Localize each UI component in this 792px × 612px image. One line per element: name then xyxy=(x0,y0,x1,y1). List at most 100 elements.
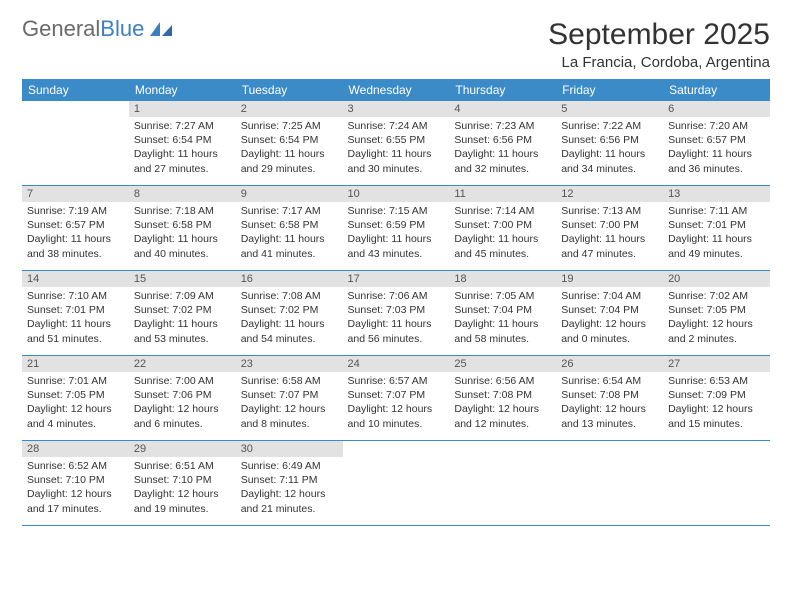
daylight-text: Daylight: 12 hours xyxy=(134,487,231,501)
day-number: 18 xyxy=(449,271,556,287)
sunset-text: Sunset: 6:54 PM xyxy=(241,133,338,147)
logo-sail-icon xyxy=(148,20,174,38)
col-sunday: Sunday xyxy=(22,79,129,101)
sunset-text: Sunset: 7:08 PM xyxy=(454,388,551,402)
col-monday: Monday xyxy=(129,79,236,101)
day-number: 26 xyxy=(556,356,663,372)
daylight-text: Daylight: 12 hours xyxy=(241,402,338,416)
calendar-cell: .. xyxy=(343,441,450,526)
sunset-text: Sunset: 7:05 PM xyxy=(668,303,765,317)
sunrise-text: Sunrise: 6:52 AM xyxy=(27,459,124,473)
sunset-text: Sunset: 6:59 PM xyxy=(348,218,445,232)
day-number: 1 xyxy=(129,101,236,117)
daylight-text: and 58 minutes. xyxy=(454,332,551,346)
calendar-cell: 28Sunrise: 6:52 AMSunset: 7:10 PMDayligh… xyxy=(22,441,129,526)
calendar-cell: 21Sunrise: 7:01 AMSunset: 7:05 PMDayligh… xyxy=(22,356,129,441)
day-body: Sunrise: 7:22 AMSunset: 6:56 PMDaylight:… xyxy=(556,117,663,180)
sunrise-text: Sunrise: 7:27 AM xyxy=(134,119,231,133)
daylight-text: and 6 minutes. xyxy=(134,417,231,431)
day-body: Sunrise: 6:51 AMSunset: 7:10 PMDaylight:… xyxy=(129,457,236,520)
day-number: 28 xyxy=(22,441,129,457)
day-body: Sunrise: 7:13 AMSunset: 7:00 PMDaylight:… xyxy=(556,202,663,265)
sunset-text: Sunset: 7:05 PM xyxy=(27,388,124,402)
day-body: Sunrise: 7:27 AMSunset: 6:54 PMDaylight:… xyxy=(129,117,236,180)
calendar-cell: 12Sunrise: 7:13 AMSunset: 7:00 PMDayligh… xyxy=(556,186,663,271)
calendar-cell: 20Sunrise: 7:02 AMSunset: 7:05 PMDayligh… xyxy=(663,271,770,356)
sunset-text: Sunset: 6:54 PM xyxy=(134,133,231,147)
day-body: Sunrise: 7:24 AMSunset: 6:55 PMDaylight:… xyxy=(343,117,450,180)
calendar-cell: 5Sunrise: 7:22 AMSunset: 6:56 PMDaylight… xyxy=(556,101,663,186)
day-number: 9 xyxy=(236,186,343,202)
sunrise-text: Sunrise: 7:05 AM xyxy=(454,289,551,303)
daylight-text: and 15 minutes. xyxy=(668,417,765,431)
daylight-text: Daylight: 12 hours xyxy=(561,402,658,416)
calendar-cell: 13Sunrise: 7:11 AMSunset: 7:01 PMDayligh… xyxy=(663,186,770,271)
col-friday: Friday xyxy=(556,79,663,101)
sunrise-text: Sunrise: 6:54 AM xyxy=(561,374,658,388)
daylight-text: Daylight: 12 hours xyxy=(134,402,231,416)
sunrise-text: Sunrise: 7:19 AM xyxy=(27,204,124,218)
daylight-text: Daylight: 11 hours xyxy=(241,317,338,331)
daylight-text: and 8 minutes. xyxy=(241,417,338,431)
daylight-text: and 34 minutes. xyxy=(561,162,658,176)
sunrise-text: Sunrise: 7:18 AM xyxy=(134,204,231,218)
page-header: GeneralBlue September 2025 La Francia, C… xyxy=(22,18,770,71)
sunrise-text: Sunrise: 7:02 AM xyxy=(668,289,765,303)
day-number: 13 xyxy=(663,186,770,202)
day-body: Sunrise: 7:18 AMSunset: 6:58 PMDaylight:… xyxy=(129,202,236,265)
daylight-text: Daylight: 11 hours xyxy=(348,317,445,331)
calendar-cell: 25Sunrise: 6:56 AMSunset: 7:08 PMDayligh… xyxy=(449,356,556,441)
calendar-cell: 9Sunrise: 7:17 AMSunset: 6:58 PMDaylight… xyxy=(236,186,343,271)
sunset-text: Sunset: 7:02 PM xyxy=(134,303,231,317)
day-body: Sunrise: 7:01 AMSunset: 7:05 PMDaylight:… xyxy=(22,372,129,435)
daylight-text: Daylight: 12 hours xyxy=(668,402,765,416)
logo: GeneralBlue xyxy=(22,18,174,40)
day-body: Sunrise: 7:02 AMSunset: 7:05 PMDaylight:… xyxy=(663,287,770,350)
daylight-text: Daylight: 11 hours xyxy=(348,232,445,246)
sunrise-text: Sunrise: 7:15 AM xyxy=(348,204,445,218)
sunrise-text: Sunrise: 7:10 AM xyxy=(27,289,124,303)
day-body: Sunrise: 6:58 AMSunset: 7:07 PMDaylight:… xyxy=(236,372,343,435)
calendar-cell: .. xyxy=(449,441,556,526)
day-body: Sunrise: 6:53 AMSunset: 7:09 PMDaylight:… xyxy=(663,372,770,435)
sunset-text: Sunset: 7:09 PM xyxy=(668,388,765,402)
daylight-text: and 32 minutes. xyxy=(454,162,551,176)
sunrise-text: Sunrise: 7:14 AM xyxy=(454,204,551,218)
day-body: Sunrise: 7:15 AMSunset: 6:59 PMDaylight:… xyxy=(343,202,450,265)
day-body: Sunrise: 7:10 AMSunset: 7:01 PMDaylight:… xyxy=(22,287,129,350)
sunrise-text: Sunrise: 7:08 AM xyxy=(241,289,338,303)
col-thursday: Thursday xyxy=(449,79,556,101)
day-body: Sunrise: 6:49 AMSunset: 7:11 PMDaylight:… xyxy=(236,457,343,520)
daylight-text: Daylight: 11 hours xyxy=(454,147,551,161)
calendar-cell: 17Sunrise: 7:06 AMSunset: 7:03 PMDayligh… xyxy=(343,271,450,356)
calendar-cell: 8Sunrise: 7:18 AMSunset: 6:58 PMDaylight… xyxy=(129,186,236,271)
day-number: 22 xyxy=(129,356,236,372)
daylight-text: Daylight: 12 hours xyxy=(454,402,551,416)
calendar-cell: 15Sunrise: 7:09 AMSunset: 7:02 PMDayligh… xyxy=(129,271,236,356)
page-title: September 2025 xyxy=(548,18,770,52)
sunset-text: Sunset: 6:58 PM xyxy=(241,218,338,232)
sunset-text: Sunset: 6:56 PM xyxy=(561,133,658,147)
calendar-cell: 27Sunrise: 6:53 AMSunset: 7:09 PMDayligh… xyxy=(663,356,770,441)
daylight-text: and 40 minutes. xyxy=(134,247,231,261)
sunrise-text: Sunrise: 6:58 AM xyxy=(241,374,338,388)
day-number: 4 xyxy=(449,101,556,117)
calendar-cell: 19Sunrise: 7:04 AMSunset: 7:04 PMDayligh… xyxy=(556,271,663,356)
calendar-cell: 16Sunrise: 7:08 AMSunset: 7:02 PMDayligh… xyxy=(236,271,343,356)
day-number: 15 xyxy=(129,271,236,287)
calendar-cell: 2Sunrise: 7:25 AMSunset: 6:54 PMDaylight… xyxy=(236,101,343,186)
sunset-text: Sunset: 7:03 PM xyxy=(348,303,445,317)
logo-text-general: General xyxy=(22,18,100,40)
daylight-text: and 17 minutes. xyxy=(27,502,124,516)
calendar-cell: 11Sunrise: 7:14 AMSunset: 7:00 PMDayligh… xyxy=(449,186,556,271)
day-number: 19 xyxy=(556,271,663,287)
daylight-text: Daylight: 11 hours xyxy=(134,147,231,161)
sunset-text: Sunset: 6:56 PM xyxy=(454,133,551,147)
day-body: Sunrise: 7:19 AMSunset: 6:57 PMDaylight:… xyxy=(22,202,129,265)
calendar-cell: 18Sunrise: 7:05 AMSunset: 7:04 PMDayligh… xyxy=(449,271,556,356)
day-number: 23 xyxy=(236,356,343,372)
calendar-cell: .. xyxy=(663,441,770,526)
calendar-week-row: 28Sunrise: 6:52 AMSunset: 7:10 PMDayligh… xyxy=(22,441,770,526)
day-number: 5 xyxy=(556,101,663,117)
day-number: 6 xyxy=(663,101,770,117)
